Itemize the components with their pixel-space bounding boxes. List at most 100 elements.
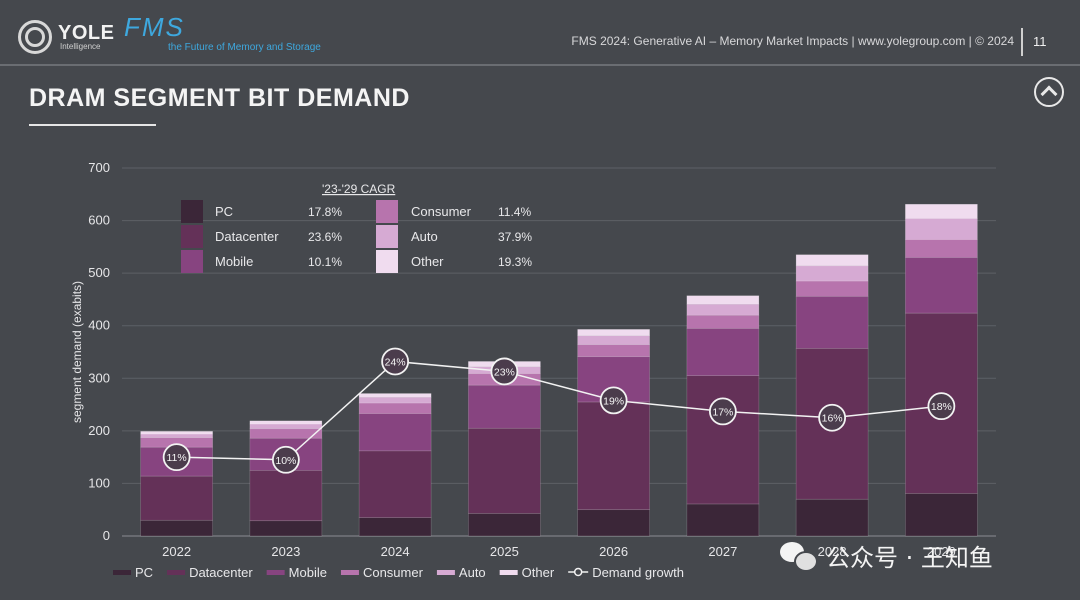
growth-marker-2026 (599, 386, 628, 415)
x-tick-label: 2027 (708, 544, 737, 559)
bar-pc-2029 (905, 493, 978, 537)
bar-other-2029 (905, 203, 978, 219)
legend-label: Mobile (289, 565, 327, 580)
bar-consumer-2028 (795, 280, 869, 297)
bar-datacenter-2027 (686, 375, 760, 505)
growth-label: 16% (822, 413, 843, 425)
bar-datacenter-2024 (358, 450, 432, 518)
growth-marker-2025 (490, 357, 519, 386)
y-tick-label: 700 (88, 160, 110, 175)
bar-mobile-2025 (468, 384, 541, 429)
header-divider (0, 64, 1080, 66)
cagr-name: Datacenter (215, 229, 279, 244)
cagr-swatch-pc (181, 200, 203, 223)
legend-swatch-pc (113, 570, 131, 575)
cagr-value: 19.3% (498, 255, 532, 269)
y-tick-label: 300 (88, 370, 110, 385)
cagr-heading: '23-'29 CAGR (322, 182, 396, 196)
bar-datacenter-2025 (468, 427, 541, 514)
growth-marker-2022 (162, 443, 191, 472)
x-tick-label: 2028 (818, 544, 847, 559)
cagr-value: 37.9% (498, 230, 532, 244)
growth-marker-2028 (818, 403, 847, 432)
fms-logo-name: FMS (124, 12, 185, 42)
cagr-name: Auto (411, 229, 438, 244)
legend-swatch-mobile (266, 570, 285, 575)
bar-datacenter-2022 (140, 475, 213, 521)
growth-label: 18% (931, 401, 952, 413)
y-tick-label: 400 (88, 318, 110, 333)
bar-consumer-2027 (686, 314, 760, 329)
y-tick-label: 0 (103, 528, 110, 543)
bar-auto-2028 (795, 265, 869, 282)
x-tick-label: 2029 (927, 544, 956, 559)
growth-marker-2029 (927, 392, 956, 421)
bar-pc-2025 (468, 513, 541, 537)
bar-pc-2022 (140, 519, 213, 537)
bar-consumer-2024 (358, 402, 432, 414)
legend-label: PC (135, 565, 153, 580)
bar-auto-2027 (686, 303, 760, 316)
y-tick-label: 100 (88, 475, 110, 490)
bar-other-2027 (686, 295, 760, 305)
y-tick-label: 200 (88, 423, 110, 438)
cagr-name: Mobile (215, 254, 253, 269)
bar-auto-2026 (577, 335, 650, 345)
x-tick-label: 2024 (381, 544, 410, 559)
growth-marker-2027 (708, 397, 737, 426)
legend-swatch-datacenter (167, 570, 186, 575)
bar-pc-2023 (249, 520, 323, 537)
watermark: 公众号 · 王知鱼 (780, 538, 993, 573)
cagr-value: 17.8% (308, 205, 342, 219)
cagr-swatch-consumer (376, 200, 398, 223)
legend-swatch-auto (436, 570, 455, 575)
cagr-name: Consumer (411, 204, 472, 219)
legend-swatch-consumer (340, 570, 359, 575)
title-underline (29, 124, 156, 126)
legend-label: Auto (459, 565, 486, 580)
bar-mobile-2029 (905, 257, 978, 314)
bar-mobile-2024 (358, 413, 432, 452)
bar-other-2024 (358, 393, 432, 398)
cagr-swatch-mobile (181, 250, 203, 273)
bar-consumer-2029 (905, 239, 978, 258)
legend-label: Consumer (363, 565, 424, 580)
cagr-swatch-other (376, 250, 398, 273)
bar-other-2028 (795, 254, 869, 267)
yole-logo-icon (18, 20, 52, 54)
scroll-top-button[interactable] (1034, 77, 1064, 107)
growth-marker-2023 (271, 445, 300, 474)
bar-pc-2027 (686, 503, 760, 537)
watermark-text: 公众号 · 王知鱼 (826, 544, 993, 572)
yole-logo: YOLE Intelligence (18, 20, 114, 54)
fms-tagline: the Future of Memory and Storage (168, 42, 321, 53)
bar-other-2026 (577, 329, 650, 337)
legend-label: Other (522, 565, 555, 580)
cagr-name: PC (215, 204, 233, 219)
demand-growth-line (176, 360, 942, 461)
x-tick-label: 2026 (599, 544, 628, 559)
bar-pc-2024 (358, 517, 432, 537)
header-bar (0, 0, 1080, 64)
bar-pc-2028 (795, 498, 869, 537)
bar-auto-2023 (249, 423, 323, 430)
bar-other-2022 (140, 431, 213, 435)
cagr-swatch-datacenter (181, 225, 203, 248)
legend-label: Demand growth (592, 565, 684, 580)
page-number-divider (1021, 28, 1023, 56)
legend-growth-marker (573, 567, 583, 577)
legend-label: Datacenter (189, 565, 253, 580)
logo-subtitle: Intelligence (60, 42, 101, 51)
growth-label: 23% (494, 366, 515, 378)
fms-logo: FMS the Future of Memory and Storage (124, 12, 321, 53)
logo-name: YOLE (58, 22, 115, 44)
bar-auto-2022 (140, 433, 213, 438)
growth-label: 19% (603, 395, 624, 407)
cagr-name: Other (411, 254, 444, 269)
bar-datacenter-2023 (249, 469, 323, 522)
bar-auto-2024 (358, 396, 432, 404)
x-tick-label: 2023 (271, 544, 300, 559)
page-title: DRAM SEGMENT BIT DEMAND (29, 84, 410, 112)
legend-swatch-other (499, 570, 518, 575)
